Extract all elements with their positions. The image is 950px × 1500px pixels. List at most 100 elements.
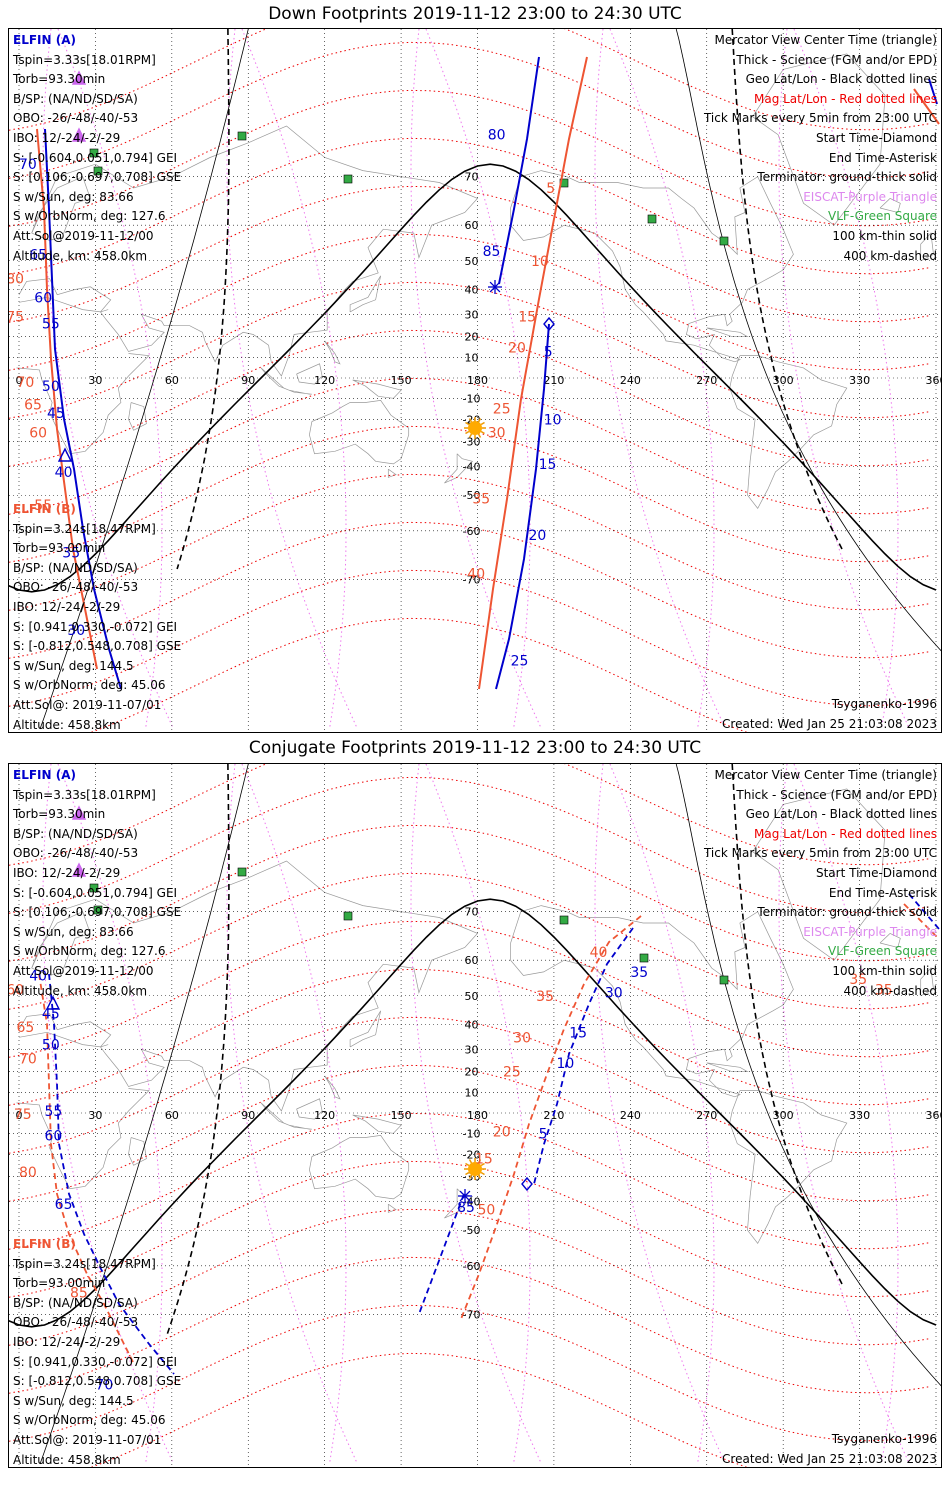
lat-tick-label: 30: [465, 308, 479, 321]
elfin-a-bsp: B/SP: (NA/ND/SD/SA): [13, 826, 138, 841]
elfin-a-torb: Torb=93.30min: [13, 807, 106, 822]
lat-tick-label: 70: [465, 171, 479, 184]
elfin-b-tick-label: 70: [16, 375, 34, 391]
lon-tick-label: 270: [696, 374, 717, 387]
lat-tick-label: 70: [465, 906, 479, 919]
elfin-a-info: ELFIN (A) Tspin=3.33s[18.01RPM] Torb=93.…: [13, 766, 181, 1001]
mag-lat-line: [9, 1256, 930, 1394]
mag-lat-line: [90, 1352, 748, 1467]
elfin-a-track: [498, 56, 540, 285]
vlf-square: [93, 905, 103, 915]
vlf-square: [639, 953, 649, 963]
lat-tick-label: 40: [465, 284, 479, 297]
coastline: [729, 1090, 848, 1245]
elfin-a-tick-label: 50: [42, 379, 60, 395]
mag-lat-line: [9, 569, 930, 707]
elfin-b-bsp: B/SP: (NA/ND/SD/SA): [13, 560, 138, 575]
start-diamond-icon: [521, 1176, 533, 1192]
view-center-triangle-icon: [45, 995, 61, 1010]
lat-tick-label: 10: [465, 352, 479, 365]
down-footprints-map: 0 30 60 90 120 150 180 210 240 270 300 330 360 70 60 50…: [9, 29, 941, 732]
vlf-square: [719, 236, 729, 246]
elfin-b-info: ELFIN (B) Tspin=3.24s[18.47RPM] Torb=93.…: [13, 500, 181, 732]
vlf-square: [89, 883, 99, 893]
view-center-triangle-icon: [71, 862, 87, 877]
mag-lat-line: [9, 920, 930, 1058]
mag-lat-line: [9, 41, 930, 179]
elfin-b-tick-label: 30: [488, 426, 506, 442]
elfin-b-sun: S w/Sun, deg: 144.5: [13, 658, 134, 673]
mag-lat-line: [9, 764, 930, 866]
mag-lat-line: [9, 425, 930, 563]
coastline: [296, 363, 323, 385]
elfin-b-tick-label: 55: [34, 498, 52, 514]
lon-tick-label: 0: [16, 1109, 23, 1122]
elfin-a-gei: S: [-0.604,0.051,0.794] GEI: [13, 150, 178, 165]
elfin-a-tick-label: 5: [539, 1126, 548, 1142]
coastline: [324, 340, 341, 365]
lat-tick-label: 60: [465, 219, 479, 232]
lon-tick-label: 300: [773, 374, 794, 387]
elfin-a-tick-label: 5: [544, 344, 553, 360]
legend-start: Start Time-Diamond: [815, 130, 937, 145]
lon-tick-label: 120: [314, 1109, 335, 1122]
footer-created: Created: Wed Jan 25 21:03:08 2023: [722, 1451, 937, 1466]
terminator-400km: [176, 29, 230, 570]
mag-lon-line: [226, 29, 358, 730]
mag-lon-line: [594, 764, 726, 1465]
elfin-a-gei: S: [-0.604,0.051,0.794] GEI: [13, 885, 178, 900]
mag-lat-line: [9, 824, 930, 962]
elfin-a-tspin: Tspin=3.33s[18.01RPM]: [13, 52, 156, 67]
elfin-b-track: [36, 128, 98, 670]
lat-tick-label: -40: [463, 460, 481, 473]
elfin-a-gse: S: [0.106,-0.697,0.708] GSE: [13, 905, 182, 920]
conjugate-footprints-panel: 0306090120150180210240270300330360706050…: [8, 763, 942, 1468]
lat-tick-label: -50: [463, 489, 481, 502]
elfin-a-track: [44, 128, 122, 690]
mag-lon-line: [778, 764, 910, 1465]
coastline: [18, 296, 109, 313]
lat-tick-label: -10: [463, 392, 481, 405]
lat-tick-label: -60: [463, 1260, 481, 1273]
elfin-b-tick-label: 35: [849, 972, 867, 988]
elfin-b-ibo: IBO: 12/-24/-2/-29: [13, 1334, 121, 1349]
elfin-b-tick-label: 20: [493, 1124, 511, 1140]
elfin-b-gei: S: [0.941,0.330,-0.072] GEI: [13, 619, 178, 634]
legend-end: End Time-Asterisk: [828, 885, 937, 900]
footer-model: Tsyganenko-1996: [831, 1432, 937, 1446]
elfin-b-obo: OBO: -26/-48/-40/-53: [13, 1315, 139, 1330]
elfin-b-tspin: Tspin=3.24s[18.47RPM]: [13, 521, 156, 536]
terminator-line: [9, 898, 937, 1328]
mag-lat-line: [9, 1160, 930, 1298]
terminator-400km: [166, 764, 230, 1335]
elfin-b-altitude: Altitude: 458.8km: [13, 717, 121, 732]
elfin-a-sun: S w/Sun, deg: 83.66: [13, 189, 134, 204]
elfin-a-tick-label: 40: [55, 465, 73, 481]
elfin-a-tick-label: 65: [29, 247, 47, 263]
coastline: [324, 1075, 341, 1100]
vlf-square: [93, 166, 103, 176]
elfin-b-tick-label: 65: [16, 1020, 34, 1036]
mag-lat-line: [9, 968, 930, 1106]
terminator-400km: [731, 764, 843, 1285]
elfin-a-track: [418, 1193, 465, 1315]
elfin-a-tick-label: 80: [488, 128, 506, 144]
elfin-a-tick-label: 30: [605, 986, 623, 1002]
elfin-a-tick-label: 15: [569, 1025, 587, 1041]
elfin-a-tick-label: 85: [457, 1200, 475, 1216]
lon-tick-label: 150: [391, 1109, 412, 1122]
lat-tick-label: 50: [465, 990, 479, 1003]
elfin-a-tick-label: 20: [528, 528, 546, 544]
mag-lon-line: [594, 29, 726, 730]
lat-tick-label: -30: [463, 436, 481, 449]
legend-400km: 400 km-dashed: [843, 983, 937, 998]
lat-tick-label: 30: [465, 1043, 479, 1056]
legend-mag: Mag Lat/Lon - Red dotted lines: [753, 826, 937, 841]
mag-lon-line: [226, 764, 358, 1465]
elfin-b-track: [38, 973, 135, 1365]
mag-lat-line: [9, 185, 930, 323]
lon-tick-label: 30: [88, 374, 102, 387]
legend-start: Start Time-Diamond: [815, 865, 937, 880]
elfin-a-tick-label: 55: [44, 1104, 62, 1120]
terminator-100km: [39, 764, 249, 1465]
